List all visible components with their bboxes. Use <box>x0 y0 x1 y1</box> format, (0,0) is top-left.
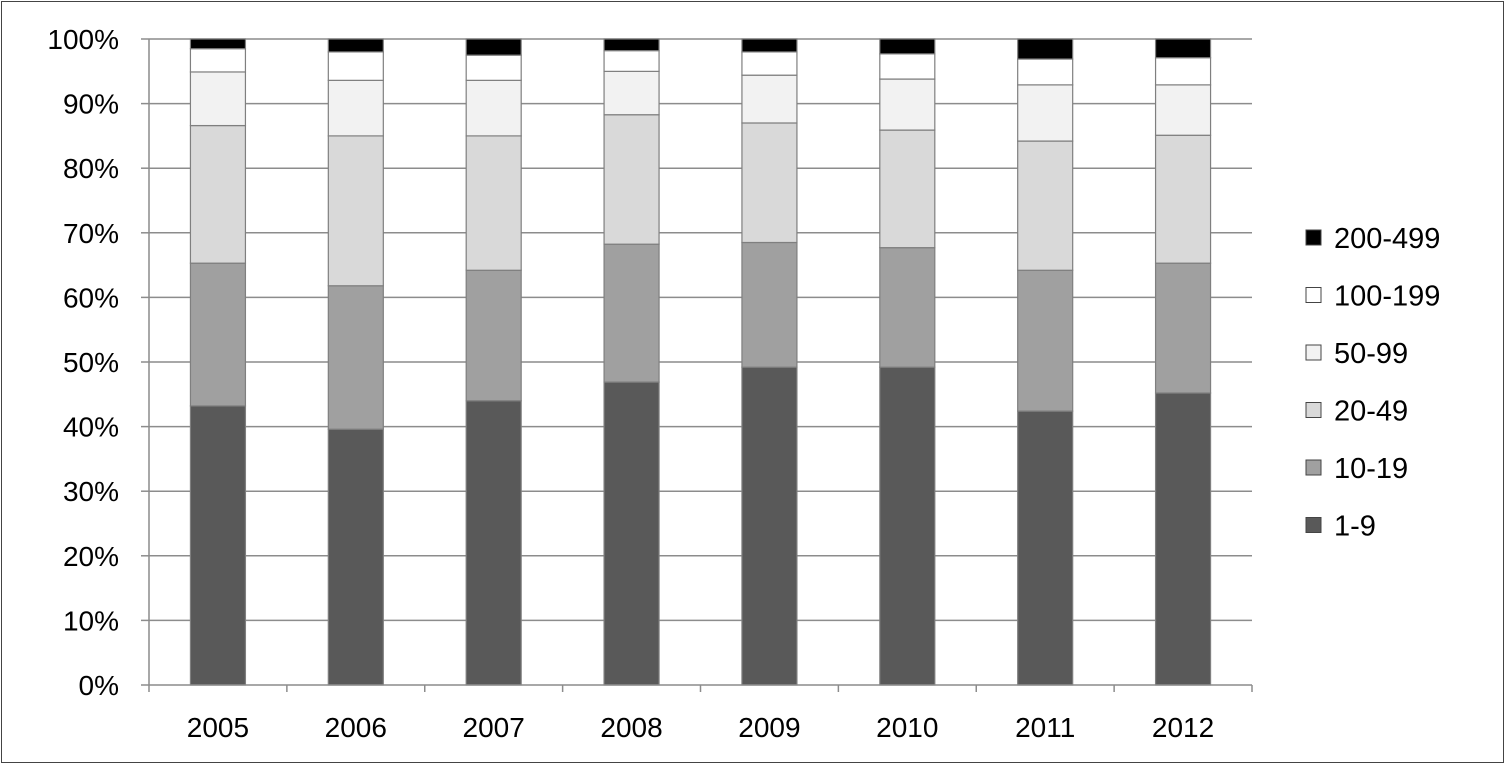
bar-segment-20-49 <box>327 135 384 287</box>
bars <box>189 38 1212 686</box>
x-tick-label: 2005 <box>187 712 249 743</box>
bar-segment-20-49 <box>1154 134 1212 264</box>
bar-segment-10-19 <box>327 285 384 430</box>
legend-swatch-50-99 <box>1305 344 1322 361</box>
x-tick-label: 2010 <box>876 712 938 743</box>
bar-segment-1-9 <box>1154 392 1212 686</box>
y-tick-label: 90% <box>63 89 119 120</box>
bar-segment-1-9 <box>465 400 522 686</box>
x-tick-label: 2011 <box>1015 712 1075 743</box>
bar-segment-200-499 <box>465 38 522 56</box>
legend-label: 200-499 <box>1334 223 1440 255</box>
legend-label: 10-19 <box>1334 453 1408 485</box>
y-tick-label: 100% <box>47 24 119 55</box>
bar-segment-50-99 <box>189 71 247 127</box>
bar-segment-1-9 <box>327 428 384 686</box>
bar-segment-100-199 <box>465 54 522 81</box>
x-tick-label: 2007 <box>463 712 525 743</box>
bar-segment-100-199 <box>189 48 247 73</box>
legend-label: 1-9 <box>1334 511 1376 543</box>
bar-segment-50-99 <box>327 79 384 137</box>
bar-segment-200-499 <box>603 38 660 52</box>
y-tick-label: 0% <box>79 670 119 701</box>
bar-segment-20-49 <box>879 129 936 249</box>
bar-segment-20-49 <box>741 122 798 244</box>
bar-segment-200-499 <box>189 38 247 50</box>
x-tick-label: 2009 <box>738 712 800 743</box>
bar-segment-10-19 <box>1154 262 1212 394</box>
bar-segment-50-99 <box>1154 84 1212 136</box>
bar-segment-100-199 <box>1017 58 1074 86</box>
y-tick-label: 70% <box>63 218 119 249</box>
x-tick-label: 2012 <box>1152 712 1214 743</box>
bar-segment-20-49 <box>603 114 660 245</box>
bar-segment-200-499 <box>1154 38 1212 59</box>
y-tick-label: 40% <box>63 412 119 443</box>
bar-segment-200-499 <box>879 38 936 55</box>
bar-segment-20-49 <box>1017 140 1074 271</box>
y-tick-label: 10% <box>63 605 119 636</box>
axes: 0% 10% 20% 30% 40% 50% 60% 70% 80% 90% 100% 2005 200… <box>47 24 1253 743</box>
bar-segment-100-199 <box>1154 57 1212 86</box>
bar-segment-1-9 <box>603 381 660 686</box>
bar-segment-50-99 <box>465 79 522 137</box>
bar-segment-10-19 <box>1017 269 1074 412</box>
bar-segment-200-499 <box>1017 38 1074 60</box>
y-tick-label: 20% <box>63 541 119 572</box>
bar-segment-1-9 <box>741 366 798 686</box>
legend: 200-499 100-199 50-99 20-49 10-19 1-9 <box>1305 223 1440 543</box>
bar-segment-20-49 <box>465 135 522 271</box>
bar-segment-10-19 <box>879 247 936 368</box>
y-tick-label: 60% <box>63 282 119 313</box>
legend-swatch-1-9 <box>1305 517 1322 533</box>
legend-label: 100-199 <box>1334 281 1440 313</box>
gridlines <box>149 38 1252 622</box>
legend-swatch-10-19 <box>1305 459 1322 476</box>
x-tick-label: 2008 <box>600 712 662 743</box>
bar-segment-1-9 <box>879 366 936 686</box>
bar-segment-100-199 <box>879 53 936 80</box>
bar-segment-100-199 <box>603 50 660 72</box>
bar-segment-50-99 <box>741 74 798 124</box>
legend-swatch-20-49 <box>1305 402 1322 418</box>
x-tick-label: 2006 <box>325 712 387 743</box>
bar-segment-100-199 <box>327 51 384 81</box>
legend-label: 20-49 <box>1334 396 1408 428</box>
bar-segment-10-19 <box>741 241 798 368</box>
bar-segment-50-99 <box>603 70 660 116</box>
bar-segment-50-99 <box>879 78 936 131</box>
bar-segment-10-19 <box>189 262 247 407</box>
bar-segment-200-499 <box>741 38 798 53</box>
bar-segment-100-199 <box>741 51 798 76</box>
y-tick-label: 50% <box>63 347 119 378</box>
bar-segment-10-19 <box>603 243 660 383</box>
bar-segment-50-99 <box>1017 84 1074 142</box>
y-tick-label: 80% <box>63 153 119 184</box>
legend-swatch-200-499 <box>1305 229 1322 246</box>
legend-swatch-100-199 <box>1305 287 1322 303</box>
bar-segment-20-49 <box>189 124 247 264</box>
legend-label: 50-99 <box>1334 338 1408 370</box>
bar-segment-1-9 <box>189 405 247 686</box>
bar-segment-1-9 <box>1017 410 1074 686</box>
bar-segment-200-499 <box>327 38 384 53</box>
y-tick-label: 30% <box>63 476 119 507</box>
bar-segment-10-19 <box>465 269 522 402</box>
